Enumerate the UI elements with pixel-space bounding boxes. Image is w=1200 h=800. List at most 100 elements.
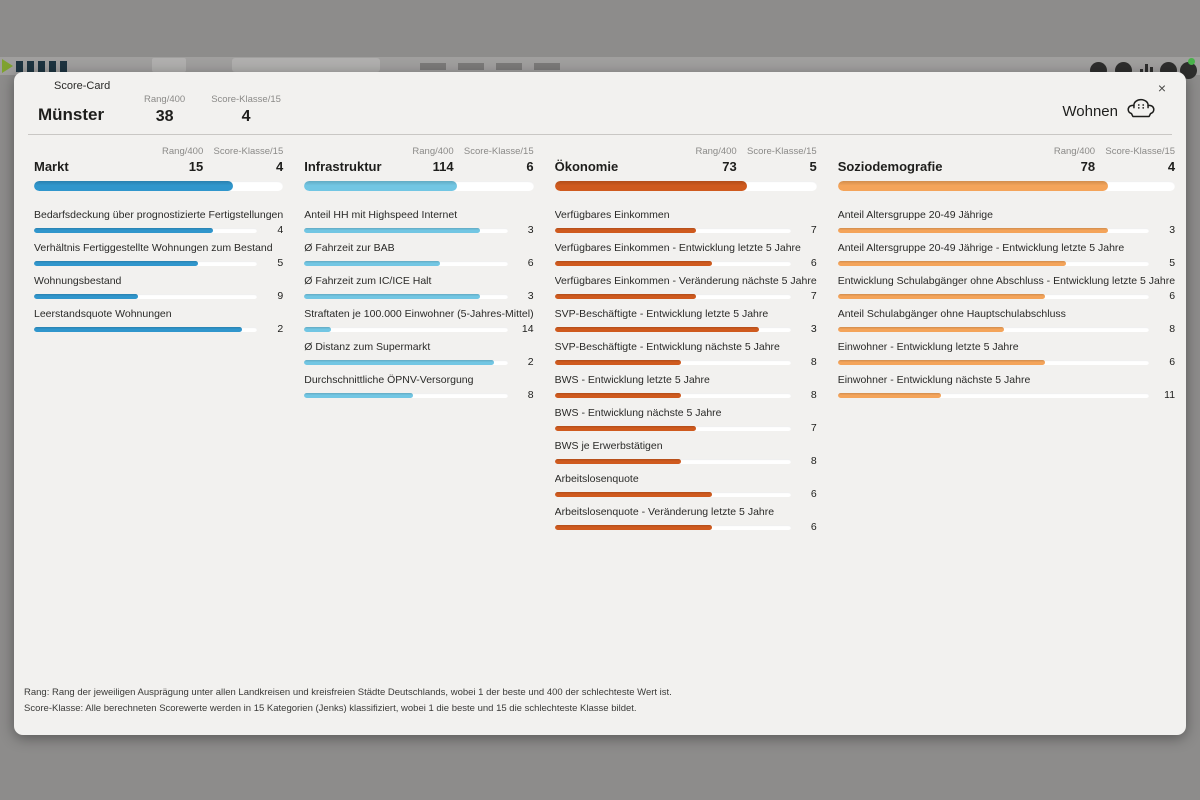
category-klasse-value: 5 xyxy=(809,159,817,174)
indicator-row: Arbeitslosenquote 6 xyxy=(554,473,817,500)
category-rang-value: 114 xyxy=(432,159,454,174)
indicator-klasse-value: 6 xyxy=(1169,290,1176,302)
indicator-row: Durchschnittliche ÖPNV-Versorgung 8 xyxy=(304,374,534,401)
app-logo-triangle-icon xyxy=(2,59,13,73)
indicator-klasse-value: 3 xyxy=(1169,224,1176,236)
indicator-row: Anteil Schulabgänger ohne Hauptschulabsc… xyxy=(837,308,1176,335)
indicator-score-bar-fill xyxy=(837,392,942,398)
indicator-score-bar xyxy=(837,392,1150,398)
indicator-label: Durchschnittliche ÖPNV-Versorgung xyxy=(304,374,474,386)
indicator-label: Verfügbares Einkommen xyxy=(554,209,670,221)
score-column: Rang/400 Score-Klasse/15 Ökonomie 73 5 V… xyxy=(554,145,817,539)
indicator-klasse-value: 7 xyxy=(810,224,817,236)
column-header: Ökonomie 73 5 xyxy=(555,158,817,176)
indicator-klasse-value: 6 xyxy=(810,521,817,533)
indicator-score-bar-fill xyxy=(304,359,495,365)
indicator-klasse-value: 8 xyxy=(1169,323,1176,335)
klasse-label: Score-Klasse/15 xyxy=(213,146,284,157)
indicator-row: BWS - Entwicklung nächste 5 Jahre 7 xyxy=(554,407,817,434)
indicator-row: SVP-Beschäftigte - Entwicklung letzte 5 … xyxy=(554,308,817,335)
klasse-footnote: Score-Klasse: Alle berechneten Scorewert… xyxy=(24,703,637,714)
indicator-row: Entwicklung Schulabgänger ohne Abschluss… xyxy=(837,275,1176,302)
category-rang-value: 15 xyxy=(188,159,204,174)
indicator-klasse-value: 7 xyxy=(810,290,817,302)
category-score-bar-fill xyxy=(837,181,1108,191)
indicator-klasse-value: 6 xyxy=(527,257,534,269)
city-rang-value: 38 xyxy=(155,108,174,125)
indicator-score-bar xyxy=(554,425,791,431)
indicator-score-bar-fill xyxy=(34,260,198,266)
column-meta-labels: Rang/400 Score-Klasse/15 xyxy=(34,145,283,158)
indicator-score-bar-fill xyxy=(554,524,712,530)
indicator-score-bar xyxy=(554,392,791,398)
indicator-klasse-value: 4 xyxy=(277,224,284,236)
column-meta-labels: Rang/400 Score-Klasse/15 xyxy=(304,145,533,158)
indicator-klasse-value: 2 xyxy=(277,323,284,335)
city-rang-stat: Rang/400 38 xyxy=(144,94,185,127)
category-klasse-value: 4 xyxy=(1167,159,1176,174)
indicator-klasse-value: 6 xyxy=(1169,356,1176,368)
indicator-score-bar-fill xyxy=(304,227,481,233)
indicator-score-bar xyxy=(837,260,1150,266)
indicator-klasse-value: 8 xyxy=(810,455,817,467)
indicator-row: Anteil Altersgruppe 20-49 Jährige 3 xyxy=(837,209,1176,236)
indicator-label: Entwicklung Schulabgänger ohne Abschluss… xyxy=(837,275,1176,287)
backdrop-nav-item xyxy=(152,58,186,72)
indicator-score-bar xyxy=(554,326,791,332)
indicator-row: BWS - Entwicklung letzte 5 Jahre 8 xyxy=(554,374,817,401)
indicator-score-bar-fill xyxy=(304,326,332,332)
category-rang-value: 73 xyxy=(722,159,737,174)
indicator-score-bar xyxy=(554,524,791,530)
score-column: Rang/400 Score-Klasse/15 Infrastruktur 1… xyxy=(304,145,534,539)
category-title: Ökonomie xyxy=(554,159,619,174)
indicator-row: Verfügbares Einkommen - Veränderung näch… xyxy=(554,275,817,302)
indicator-label: Einwohner - Entwicklung letzte 5 Jahre xyxy=(837,341,1019,353)
indicator-score-bar-fill xyxy=(554,293,697,299)
indicator-klasse-value: 3 xyxy=(527,224,534,236)
category-klasse-value: 4 xyxy=(276,159,284,174)
category-score-bar xyxy=(34,181,284,191)
indicator-label: SVP-Beschäftigte - Entwicklung nächste 5… xyxy=(554,341,780,353)
indicator-score-bar xyxy=(304,260,508,266)
indicator-row: Einwohner - Entwicklung nächste 5 Jahre … xyxy=(837,374,1175,401)
indicator-row: Ø Fahrzeit zur BAB 6 xyxy=(304,242,534,269)
indicator-score-bar xyxy=(837,293,1150,299)
indicator-row: Wohnungsbestand 9 xyxy=(34,275,283,302)
category-score-bar xyxy=(837,181,1176,191)
segment-selector[interactable]: Wohnen xyxy=(1062,97,1156,125)
indicator-klasse-value: 8 xyxy=(810,356,817,368)
column-header: Markt 15 4 xyxy=(34,158,283,176)
indicator-score-bar-fill xyxy=(304,293,481,299)
sofa-icon xyxy=(1126,97,1156,125)
close-icon[interactable]: × xyxy=(1153,79,1171,97)
indicator-label: Ø Fahrzeit zur BAB xyxy=(304,242,395,254)
rang-label: Rang/400 xyxy=(1053,146,1096,157)
indicator-row: Verfügbares Einkommen 7 xyxy=(554,209,817,236)
indicator-score-bar-fill xyxy=(34,227,213,233)
indicator-label: Ø Fahrzeit zum IC/ICE Halt xyxy=(304,275,432,287)
rang-label: Rang/400 xyxy=(412,146,454,157)
score-columns: Rang/400 Score-Klasse/15 Markt 15 4 Beda… xyxy=(34,145,1176,539)
indicator-label: Anteil Schulabgänger ohne Hauptschulabsc… xyxy=(837,308,1066,320)
indicator-list: Bedarfsdeckung über prognostizierte Fert… xyxy=(34,209,284,335)
indicator-row: Verhältnis Fertiggestellte Wohnungen zum… xyxy=(34,242,283,269)
indicator-label: Verfügbares Einkommen - Veränderung näch… xyxy=(554,275,817,287)
indicator-label: Anteil HH mit Highspeed Internet xyxy=(304,209,458,221)
indicator-label: Anteil Altersgruppe 20-49 Jährige - Entw… xyxy=(837,242,1125,254)
segment-label: Wohnen xyxy=(1062,102,1118,120)
indicator-row: Anteil Altersgruppe 20-49 Jährige - Entw… xyxy=(837,242,1175,269)
indicator-label: Verhältnis Fertiggestellte Wohnungen zum… xyxy=(34,242,273,254)
indicator-score-bar-fill xyxy=(34,326,243,332)
indicator-score-bar-fill xyxy=(837,359,1046,365)
indicator-score-bar-fill xyxy=(554,491,712,497)
indicator-score-bar xyxy=(554,359,791,365)
category-score-bar-fill xyxy=(554,181,747,191)
indicator-score-bar-fill xyxy=(554,458,681,464)
indicator-row: Bedarfsdeckung über prognostizierte Fert… xyxy=(34,209,284,236)
indicator-row: Verfügbares Einkommen - Entwicklung letz… xyxy=(554,242,817,269)
category-score-bar-fill xyxy=(34,181,234,191)
indicator-score-bar-fill xyxy=(34,293,139,299)
category-score-bar xyxy=(554,181,817,191)
indicator-score-bar-fill xyxy=(837,326,1004,332)
indicator-klasse-value: 6 xyxy=(810,257,817,269)
